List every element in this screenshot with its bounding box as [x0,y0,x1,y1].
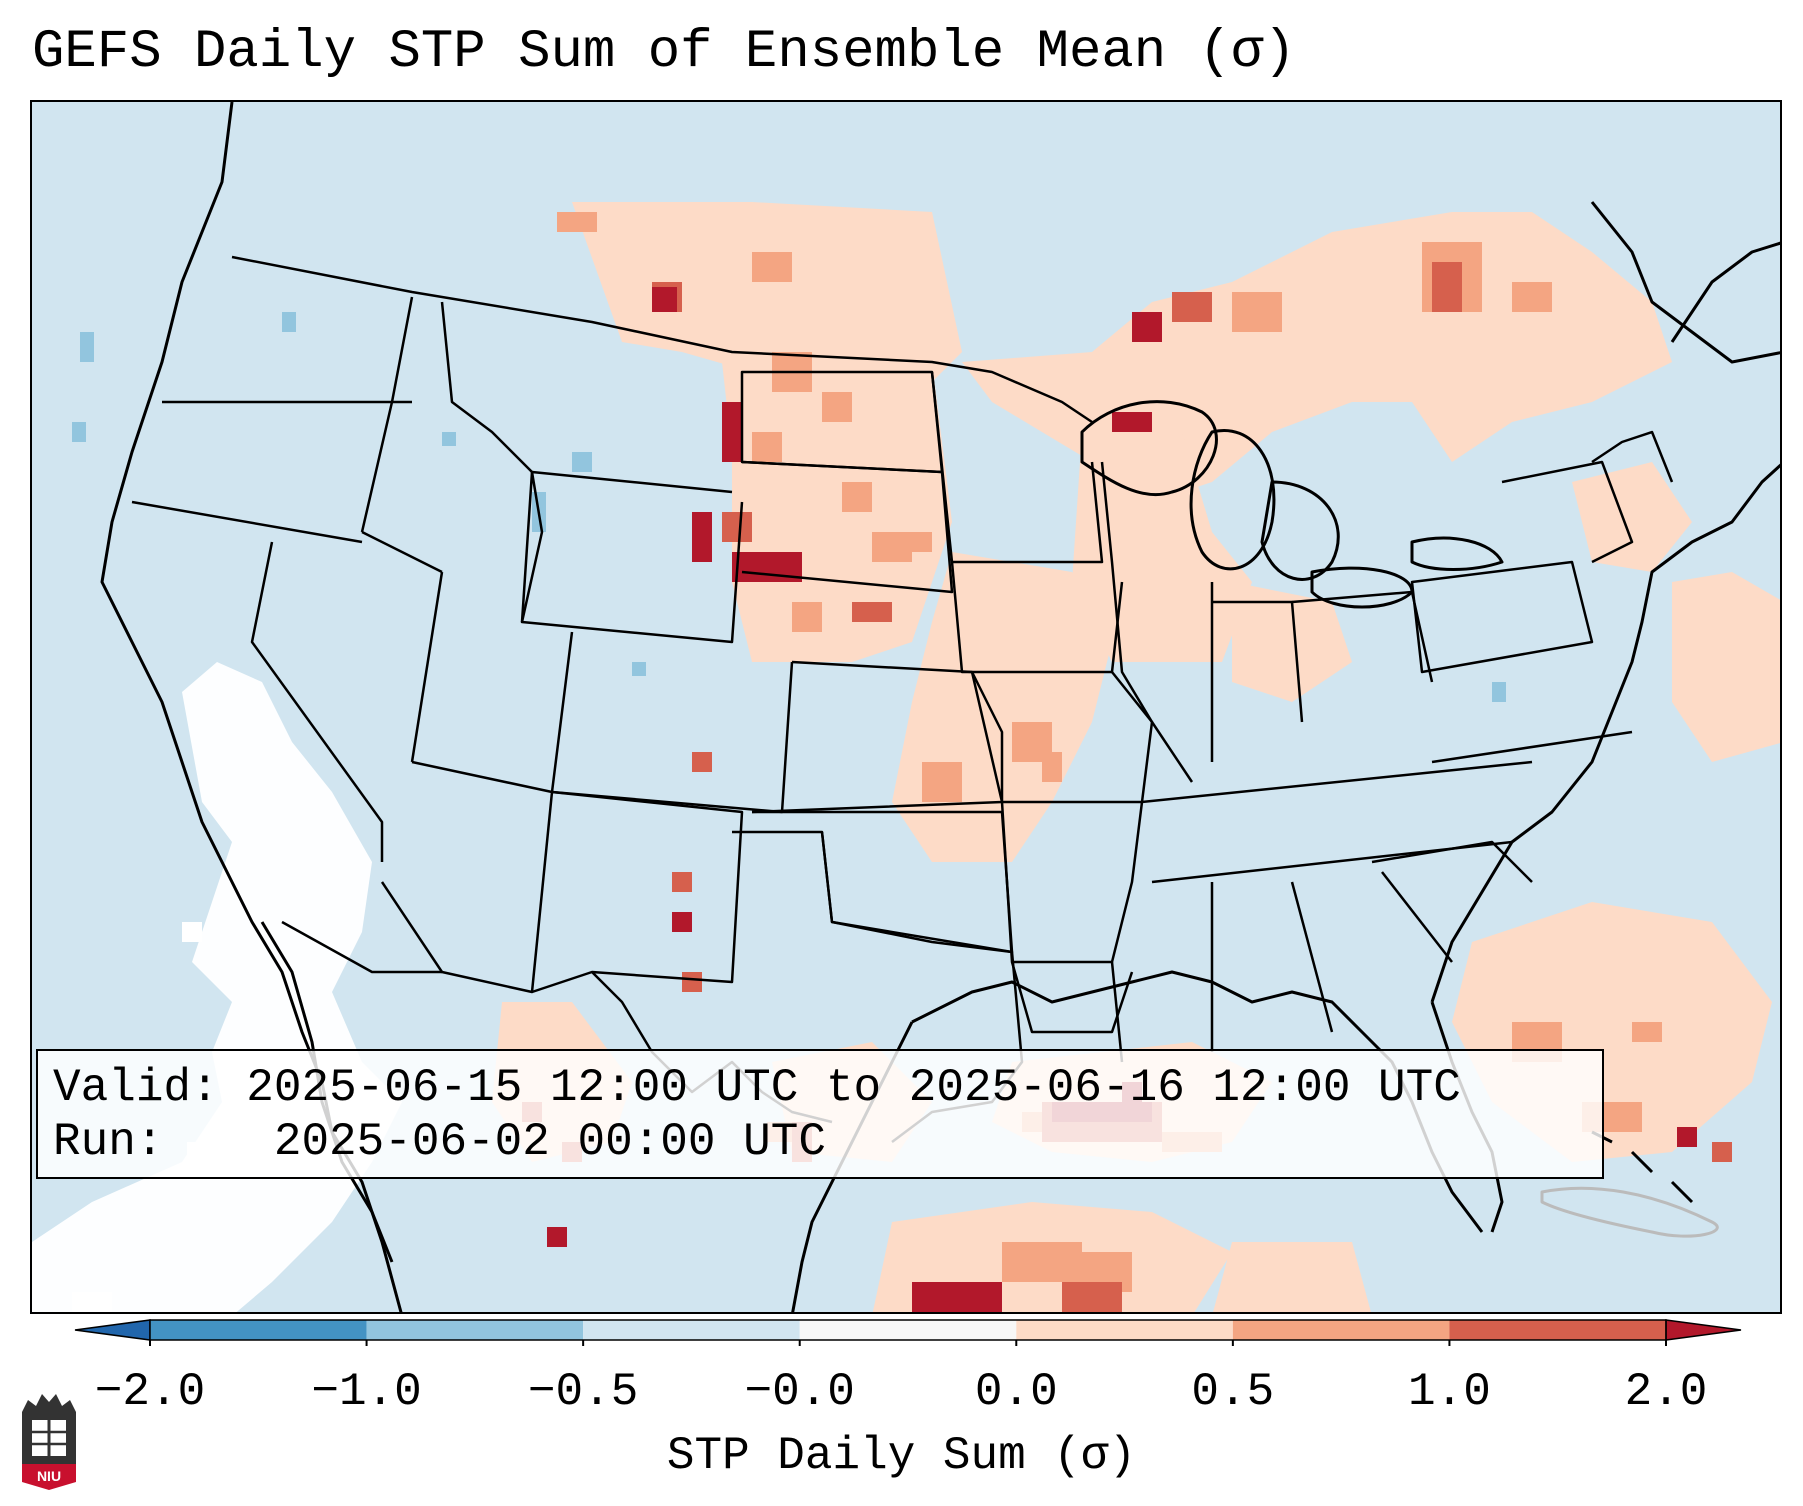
colorbar [74,1319,1742,1346]
validity-info-box: Valid: 2025-06-15 12:00 UTC to 2025-06-1… [36,1049,1604,1179]
colorbar-tick-label: −0.5 [527,1366,639,1418]
colorbar-tick-label: −1.0 [311,1366,422,1418]
colorbar-segment [799,1320,1017,1340]
colorbar-tick-label: −2.0 [94,1366,206,1418]
colorbar-outline [149,1319,1667,1341]
colorbar-tick-label: 2.0 [1624,1366,1708,1418]
colorbar-tick-label: 1.0 [1408,1366,1491,1418]
colorbar-segment [366,1320,584,1340]
colorbar-segment [1016,1320,1233,1340]
run-label: Run: [53,1116,164,1168]
valid-time-range: 2025-06-15 12:00 UTC to 2025-06-16 12:00… [246,1062,1461,1114]
niu-logo: NIU [22,1394,76,1490]
colorbar-extend-high [1665,1319,1742,1341]
logo-shield-base [22,1464,76,1490]
colorbar-segment [150,1320,367,1340]
colorbar-extend-low [74,1319,151,1341]
state-borders [131,255,1674,1143]
figure-title: GEFS Daily STP Sum of Ensemble Mean (σ) [32,22,1296,83]
run-time: 2025-06-02 00:00 UTC [273,1116,826,1168]
valid-label: Valid: [53,1062,219,1114]
colorbar-segment [1449,1320,1666,1340]
colorbar-tick-label: 0.0 [974,1366,1058,1418]
colorbar-tick-label: 0.5 [1191,1366,1275,1418]
colorbar-segment [583,1320,800,1340]
colorbar-segment [1232,1320,1450,1340]
logo-text: NIU [37,1468,61,1484]
colorbar-label: STP Daily Sum (σ) [666,1430,1137,1482]
colorbar-tick-label: −0.0 [744,1366,855,1418]
